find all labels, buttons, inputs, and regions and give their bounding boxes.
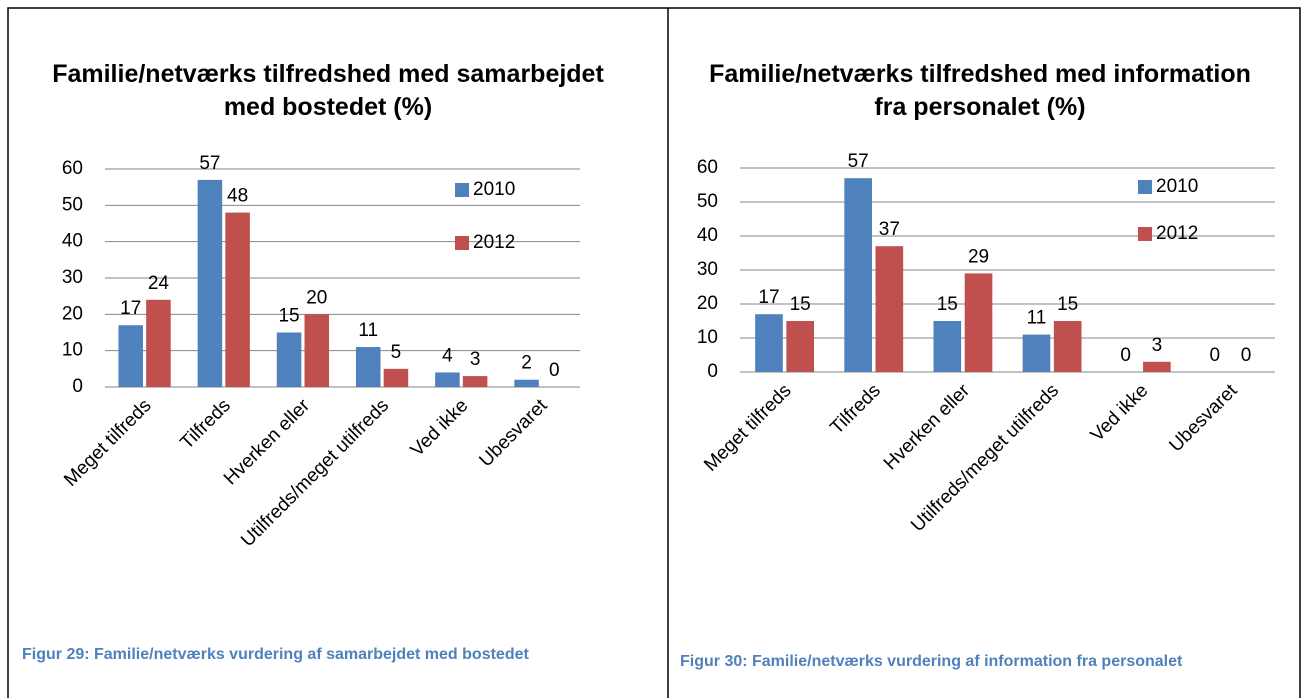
y-tick-label: 50 [62, 194, 83, 215]
x-tick-label: Utilfreds/meget utilfreds [907, 380, 1063, 536]
chart-title: Familie/netværks tilfredshed med informa… [709, 60, 1251, 121]
bar [146, 299, 171, 387]
bar [933, 321, 962, 372]
bar [118, 325, 143, 387]
y-tick-label: 50 [697, 191, 718, 212]
legend-swatch [1138, 180, 1152, 194]
y-tick-label: 0 [707, 361, 718, 382]
data-label: 0 [1241, 345, 1252, 366]
bar [383, 368, 409, 387]
caption: Figur 30: Familie/netværks vurdering af … [680, 653, 1183, 670]
chart-title: Familie/netværks tilfredshed med samarbe… [52, 60, 604, 121]
data-label: 0 [1120, 345, 1131, 366]
data-label: 17 [758, 287, 779, 308]
data-label: 5 [391, 342, 402, 363]
legend-swatch [1138, 227, 1152, 241]
x-tick-label: Tilfreds [176, 395, 234, 453]
x-tick-label: Meget tilfreds [60, 395, 155, 490]
y-tick-label: 20 [62, 303, 83, 324]
y-tick-label: 20 [697, 293, 718, 314]
data-label: 0 [1210, 345, 1221, 366]
x-tick-label: Ved ikke [407, 395, 473, 461]
data-label: 15 [278, 306, 299, 327]
x-tick-label: Ubesvaret [475, 395, 552, 472]
y-tick-label: 10 [697, 327, 718, 348]
x-tick-label: Ved ikke [1087, 380, 1153, 446]
y-tick-label: 30 [62, 267, 83, 288]
bar [1022, 334, 1051, 372]
data-label: 2 [521, 353, 532, 374]
caption: Figur 29: Familie/netværks vurdering af … [22, 646, 529, 663]
data-label: 37 [879, 219, 900, 240]
x-tick-label: Ubesvaret [1165, 380, 1242, 457]
data-label: 17 [120, 298, 141, 319]
data-label: 3 [470, 349, 481, 370]
data-label: 48 [227, 186, 248, 207]
bar [225, 212, 250, 387]
y-tick-label: 0 [72, 376, 83, 397]
x-tick-label: Tilfreds [826, 380, 884, 438]
data-label: 15 [937, 294, 958, 315]
bar [1143, 361, 1171, 372]
bar [755, 314, 783, 372]
data-label: 24 [148, 273, 170, 294]
data-label: 11 [1027, 308, 1047, 329]
legend-swatch [455, 183, 469, 197]
legend-swatch [455, 236, 469, 250]
bar [1053, 321, 1082, 372]
x-tick-label: Hverken eller [880, 380, 974, 474]
bar [197, 179, 223, 387]
y-tick-label: 40 [62, 231, 83, 252]
x-tick-label: Meget tilfreds [700, 380, 795, 475]
y-tick-label: 40 [697, 225, 718, 246]
bar [844, 178, 872, 372]
bar [786, 321, 815, 372]
bar [462, 376, 488, 387]
bar [355, 347, 381, 387]
data-label: 3 [1152, 335, 1163, 356]
y-tick-label: 60 [697, 157, 718, 178]
bar [304, 314, 330, 387]
legend-label: 2010 [1156, 176, 1198, 197]
data-label: 0 [549, 360, 560, 381]
data-label: 11 [358, 320, 378, 341]
data-label: 15 [790, 294, 811, 315]
y-tick-label: 30 [697, 259, 718, 280]
data-label: 20 [306, 287, 327, 308]
data-label: 15 [1057, 294, 1078, 315]
bar [276, 332, 302, 387]
data-label: 4 [442, 345, 453, 366]
legend-label: 2012 [473, 232, 515, 253]
data-label: 57 [199, 153, 220, 174]
bar [435, 372, 460, 387]
data-label: 29 [968, 246, 989, 267]
y-tick-label: 60 [62, 158, 83, 179]
legend-label: 2010 [473, 179, 515, 200]
bar [875, 246, 904, 372]
bar [514, 379, 539, 387]
y-tick-label: 10 [62, 340, 83, 361]
legend-label: 2012 [1156, 223, 1198, 244]
frame [7, 7, 1301, 698]
bar [964, 273, 993, 372]
data-label: 57 [848, 151, 869, 172]
x-tick-label: Utilfreds/meget utilfreds [237, 395, 393, 551]
